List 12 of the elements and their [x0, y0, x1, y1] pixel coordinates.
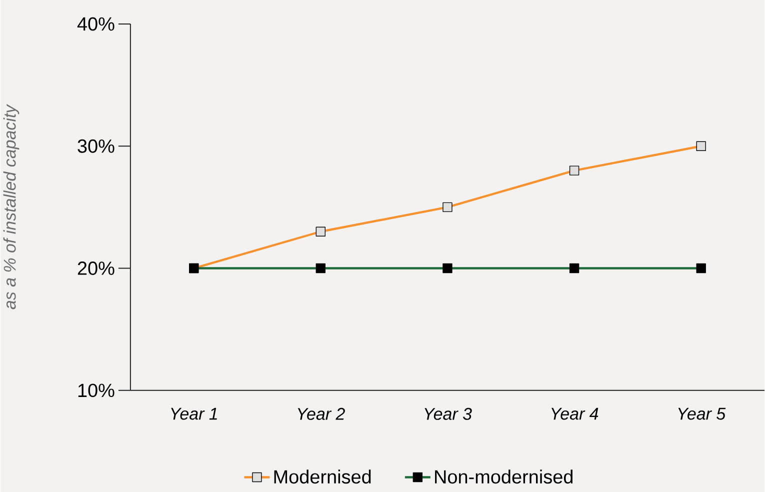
- x-tick-label: Year 5: [678, 408, 726, 420]
- y-axis-title: as a % of installed capacity: [3, 104, 20, 310]
- y-tick-label: 40%: [77, 17, 114, 31]
- x-tick-label: Year 2: [298, 408, 345, 420]
- x-tick-label: Year 1: [171, 408, 217, 420]
- x-tick-label: Year 4: [552, 408, 598, 420]
- y-tick-label: 30%: [78, 139, 114, 153]
- x-tick-label: Year 3: [424, 408, 472, 420]
- y-tick-label: 20%: [78, 261, 114, 275]
- y-tick-label: 10%: [78, 384, 114, 398]
- legend-label: Modernised: [274, 470, 371, 484]
- legend-label: Non-modernised: [435, 470, 572, 484]
